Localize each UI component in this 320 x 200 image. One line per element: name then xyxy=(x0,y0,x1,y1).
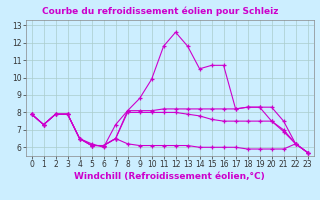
Text: Courbe du refroidissement éolien pour Schleiz: Courbe du refroidissement éolien pour Sc… xyxy=(42,6,278,16)
X-axis label: Windchill (Refroidissement éolien,°C): Windchill (Refroidissement éolien,°C) xyxy=(74,172,265,181)
